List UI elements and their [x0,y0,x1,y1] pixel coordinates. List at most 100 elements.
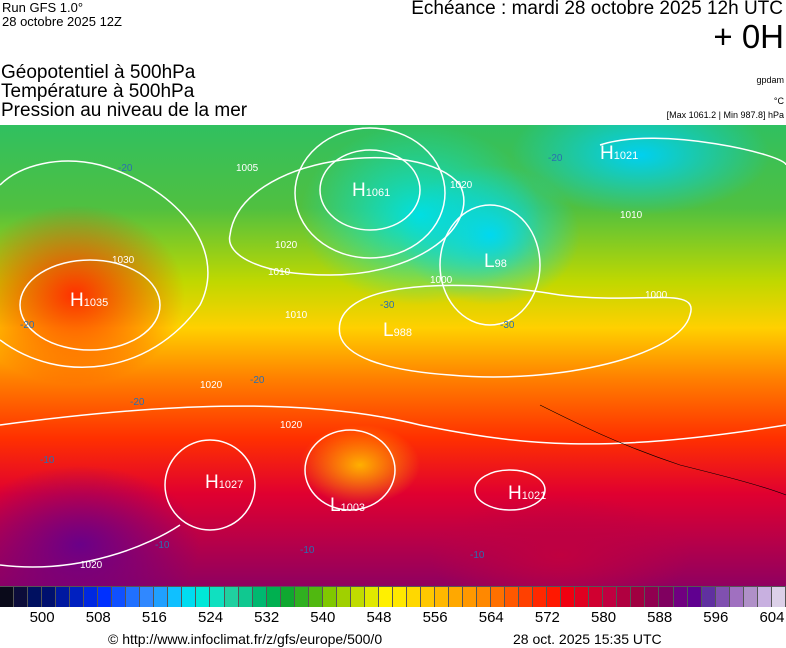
colorbar-swatch [238,587,253,607]
colorbar-swatch [182,587,197,607]
pressure-center: H1021 [600,143,639,164]
isobar [0,524,181,568]
isobar [474,469,546,511]
isobar-label: 1000 [645,290,668,301]
isobar-label: 1020 [280,420,303,431]
colorbar-swatch [561,587,576,607]
pressure-range: [Max 1061.2 | Min 987.8] hPa [666,110,784,120]
isobars [0,127,786,568]
isobar [304,429,396,511]
colorbar-swatch [378,587,393,607]
colorbar-swatch [252,587,267,607]
colorbar-tick: 572 [534,609,560,626]
coastline [539,404,786,496]
colorbar-swatch [364,587,379,607]
colorbar-swatch [491,587,506,607]
pressure-center: L98 [484,251,507,272]
temperature-label: -20 [250,375,265,386]
isobar-label: 1010 [268,267,291,278]
forecast-offset: + 0H [713,18,784,55]
colorbar-tick: 524 [198,609,224,626]
colorbar-swatch [210,587,225,607]
colorbar-swatch [743,587,758,607]
colorbar-swatch [420,587,435,607]
isobar-label: 1030 [112,255,135,266]
isobar [294,127,446,259]
colorbar-swatch [70,587,85,607]
isobar [19,259,161,351]
colorbar-swatch [757,587,772,607]
colorbar-swatch [533,587,548,607]
isobar-label: 1010 [620,210,643,221]
colorbar-swatch [336,587,351,607]
colorbar-tick: 588 [647,609,673,626]
colorbar-swatch [729,587,744,607]
isobar-label: 1010 [285,310,308,321]
colorbar-swatch [505,587,520,607]
isobar-label: 1005 [236,163,259,174]
colorbar-tick: 508 [85,609,111,626]
temperature-label: -30 [380,300,395,311]
colorbar-swatch [645,587,660,607]
colorbar-swatch [463,587,478,607]
colorbar-swatch [294,587,309,607]
isobar-label: 1000 [430,275,453,286]
colorbar-tick: 540 [310,609,336,626]
colorbar-swatch [266,587,281,607]
colorbar-swatch [589,587,604,607]
colorbar-swatch [84,587,99,607]
colorbar-tick: 604 [759,609,785,626]
colorbar-swatch [701,587,716,607]
colorbar-swatch [477,587,492,607]
isobar [599,137,786,166]
temperature-label: -10 [40,455,55,466]
colorbar-swatch [603,587,618,607]
colorbar-swatch [519,587,534,607]
temperature-label: -20 [20,320,35,331]
colorbar-swatch [196,587,211,607]
colorbar-swatch [280,587,295,607]
temperature-label: -10 [300,545,315,556]
isobar-label: 1020 [275,240,298,251]
colorbar-swatch [687,587,702,607]
colorbar-swatch [56,587,71,607]
colorbar-tick: 500 [29,609,55,626]
isobar [0,160,209,368]
pressure-center: H1061 [352,180,391,201]
unit-celsius: °C [773,96,784,106]
unit-gpdam: gpdam [756,75,784,85]
isobar-label: 1020 [450,180,473,191]
source-credit[interactable]: © http://www.infoclimat.fr/z/gfs/europe/… [108,631,383,647]
generated-time: 28 oct. 2025 15:35 UTC [513,631,662,647]
pressure-center: L988 [383,320,412,341]
colorbar-swatch [168,587,183,607]
run-date: 28 octobre 2025 12Z [2,14,122,29]
pressure-center: L1003 [330,495,366,516]
colorbar-tick: 516 [141,609,167,626]
colorbar-swatch [0,587,15,607]
colorbar-swatch [140,587,155,607]
colorbar-swatch [350,587,365,607]
colorbar-swatch [126,587,141,607]
colorbar-swatch [14,587,29,607]
colorbar-tick: 556 [422,609,448,626]
isobar [439,204,541,326]
temperature-label: -20 [548,153,563,164]
colorbar-swatch [631,587,646,607]
map-titles: Géopotentiel à 500hPa Température à 500h… [1,63,247,120]
isobar [228,156,465,276]
title-temperature: Température à 500hPa [1,81,195,102]
colorbar-swatch [715,587,730,607]
isobar [338,284,692,378]
weather-map[interactable]: H1061 H1035 L98 L988 H1027 L1003 H1021 H… [0,125,786,586]
colorbar-swatch [308,587,323,607]
colorbar-swatch [98,587,113,607]
colorbar-tick: 580 [591,609,617,626]
colorbar-swatch [406,587,421,607]
temperature-label: -10 [155,540,170,551]
isobar [319,149,421,231]
title-geopotential: Géopotentiel à 500hPa [1,62,196,83]
isobar-label: 1020 [200,380,223,391]
colorbar-tick: 532 [254,609,280,626]
temperature-label: -20 [130,397,145,408]
